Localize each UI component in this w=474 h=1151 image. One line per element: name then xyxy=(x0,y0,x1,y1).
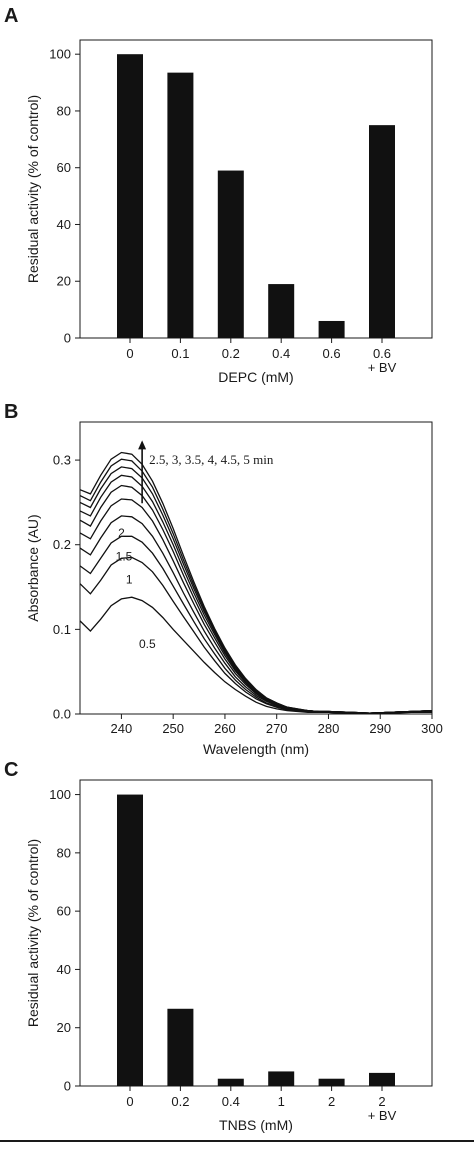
x-axis-label: TNBS (mM) xyxy=(219,1117,293,1133)
panel-b: B 0.0 0.1 0.2 0.3 Absorbance (AU) 240 250 260 270… xyxy=(4,401,443,757)
x-tick-label: + BV xyxy=(368,1108,397,1123)
y-tick-label: 0.0 xyxy=(53,707,71,722)
x-tick-label: 2 xyxy=(328,1094,335,1109)
y-tick-label: 0 xyxy=(64,331,71,346)
series-line-2 xyxy=(79,515,433,714)
x-tick-label: 0 xyxy=(126,1094,133,1109)
curve-label: 0.5 xyxy=(139,637,156,651)
x-tick-label: 0.2 xyxy=(222,346,240,361)
y-tick-label: 80 xyxy=(57,103,71,118)
plot-frame xyxy=(79,39,433,339)
bar xyxy=(217,170,244,338)
panel-letter-a: A xyxy=(4,5,18,27)
y-axis-label: Residual activity (% of control) xyxy=(25,839,41,1027)
y-tick-label: 0.2 xyxy=(53,537,71,552)
bottom-divider xyxy=(0,1140,474,1142)
x-tick-label: 0.1 xyxy=(171,346,189,361)
x-tick-label: 240 xyxy=(111,721,133,736)
curve-label: 1.5 xyxy=(116,550,133,564)
y-tick-label: 0.3 xyxy=(53,453,71,468)
series-line-3 xyxy=(79,484,433,714)
bar xyxy=(117,794,143,1086)
y-tick-label: 40 xyxy=(57,217,71,232)
x-tick-label: 0 xyxy=(126,346,133,361)
y-tick-label: 100 xyxy=(49,787,71,802)
arrow-up-icon xyxy=(138,440,147,450)
series-line-4-5 xyxy=(79,458,433,714)
time-annotation: 2.5, 3, 3.5, 4, 4.5, 5 min xyxy=(149,452,274,467)
series-line-1-5 xyxy=(79,535,432,714)
series-line-3-5 xyxy=(79,474,433,714)
bar xyxy=(117,54,143,338)
x-tick-label: 290 xyxy=(369,721,391,736)
series-line-4 xyxy=(79,466,433,714)
x-tick-label: 300 xyxy=(421,721,443,736)
bar xyxy=(318,320,345,338)
x-axis-label: Wavelength (nm) xyxy=(203,741,309,757)
x-tick-label: + BV xyxy=(368,360,397,375)
series-line-2-5 xyxy=(79,498,433,714)
plot-frame xyxy=(79,779,433,1087)
plot-frame xyxy=(79,421,433,715)
x-tick-label: 0.4 xyxy=(222,1094,240,1109)
x-tick-label: 1 xyxy=(278,1094,285,1109)
curve-label: 2 xyxy=(118,526,125,540)
bar xyxy=(318,1078,345,1086)
y-axis-label: Absorbance (AU) xyxy=(25,514,41,621)
y-tick-label: 20 xyxy=(57,1020,71,1035)
bar xyxy=(268,284,295,338)
x-tick-label: 0.6 xyxy=(323,346,341,361)
bar xyxy=(167,1008,194,1086)
bar xyxy=(369,125,395,339)
x-tick-label: 250 xyxy=(162,721,184,736)
y-tick-label: 60 xyxy=(57,904,71,919)
bar xyxy=(167,72,194,338)
x-axis-label: DEPC (mM) xyxy=(218,369,293,385)
y-tick-label: 0.1 xyxy=(53,622,71,637)
x-tick-label: 0.2 xyxy=(171,1094,189,1109)
panel-letter-c: C xyxy=(4,759,18,781)
x-tick-label: 260 xyxy=(214,721,236,736)
x-tick-label: 280 xyxy=(318,721,340,736)
x-tick-label: 0.6 xyxy=(373,346,391,361)
y-tick-label: 0 xyxy=(64,1079,71,1094)
bar xyxy=(268,1071,295,1086)
y-tick-label: 80 xyxy=(57,845,71,860)
series-line-5 xyxy=(79,451,433,714)
curve-label: 1 xyxy=(126,572,133,586)
x-tick-label: 2 xyxy=(378,1094,385,1109)
panel-a: A 0 20 40 60 80 100 Residual activity (% of con… xyxy=(4,5,433,385)
x-tick-label: 0.4 xyxy=(272,346,290,361)
y-tick-label: 40 xyxy=(57,962,71,977)
panel-letter-b: B xyxy=(4,401,18,423)
y-tick-label: 20 xyxy=(57,274,71,289)
x-tick-label: 270 xyxy=(266,721,288,736)
bar xyxy=(217,1078,244,1086)
y-axis-label: Residual activity (% of control) xyxy=(25,95,41,283)
bar xyxy=(369,1072,395,1086)
y-tick-label: 100 xyxy=(49,47,71,62)
y-tick-label: 60 xyxy=(57,160,71,175)
